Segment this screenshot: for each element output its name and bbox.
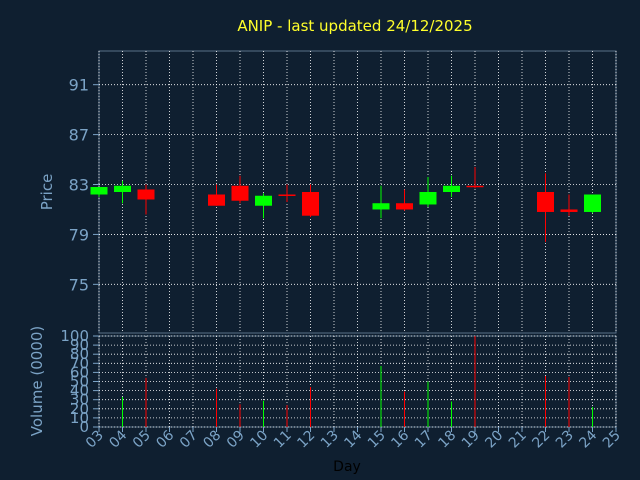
volume-tick-label: 90 — [70, 336, 89, 354]
candle-body — [372, 203, 390, 210]
day-tick-label: 17 — [412, 428, 436, 452]
candle-body — [443, 185, 460, 192]
chart-title: ANIP - last updated 24/12/2025 — [237, 17, 472, 35]
price-tick-label: 75 — [69, 275, 89, 294]
price-panel: 75 79 83 87 91 — [69, 50, 617, 334]
candle-body — [137, 189, 155, 200]
candle-body — [537, 192, 554, 212]
volume-tick-label: 80 — [70, 345, 89, 363]
day-tick-label: 25 — [600, 428, 624, 452]
day-tick-label: 07 — [177, 428, 201, 452]
volume-tick-label: 50 — [70, 373, 89, 391]
day-tick-label: 24 — [576, 427, 600, 451]
day-tick-label: 14 — [341, 427, 365, 451]
day-tick-label: 05 — [130, 428, 154, 452]
day-tick-label: 23 — [553, 428, 577, 452]
day-tick-label: 06 — [153, 427, 177, 451]
candle-body — [231, 185, 249, 201]
day-tick-label: 20 — [482, 428, 506, 452]
candle-body — [584, 194, 601, 212]
day-tick-label: 13 — [318, 428, 342, 452]
volume-tick-label: 10 — [70, 409, 89, 427]
candle-body — [90, 187, 108, 195]
candle-body — [396, 203, 413, 210]
candle-body — [419, 192, 437, 205]
day-tick-label: 12 — [294, 428, 318, 452]
volume-tick-label: 100 — [60, 327, 89, 345]
volume-axis-label: Volume (0000) — [28, 326, 46, 436]
day-tick-label: 04 — [106, 427, 130, 451]
day-tick-label: 21 — [506, 428, 530, 452]
volume-tick-label: 0 — [79, 418, 89, 436]
day-tick-label: 18 — [435, 428, 459, 452]
price-tick-label: 83 — [69, 176, 89, 195]
price-tick-label: 87 — [69, 126, 89, 145]
volume-tick-label: 30 — [70, 391, 89, 409]
volume-tick-label: 40 — [70, 382, 89, 400]
candle-body — [278, 194, 296, 196]
candle-body — [208, 194, 225, 206]
day-tick-label: 11 — [271, 428, 295, 452]
candle-body — [560, 209, 578, 212]
day-tick-label: 19 — [459, 428, 483, 452]
day-tick-label: 08 — [200, 428, 224, 452]
price-tick-label: 91 — [69, 76, 89, 95]
candle-body — [114, 185, 131, 192]
volume-tick-label: 20 — [70, 400, 89, 418]
day-axis-label: Day — [333, 459, 361, 475]
volume-tick-label: 60 — [70, 363, 89, 381]
day-tick-label: 22 — [529, 428, 553, 452]
day-tick-label: 15 — [365, 428, 389, 452]
volume-tick-label: 70 — [70, 354, 89, 372]
price-tick-label: 79 — [69, 225, 89, 244]
day-tick-label: 09 — [224, 428, 248, 452]
price-axis-label: Price — [38, 174, 56, 211]
candle-body — [255, 195, 272, 206]
day-tick-label: 10 — [247, 428, 271, 452]
day-tick-label: 16 — [388, 427, 412, 451]
candle-body — [466, 185, 484, 188]
candle-body — [302, 192, 319, 216]
